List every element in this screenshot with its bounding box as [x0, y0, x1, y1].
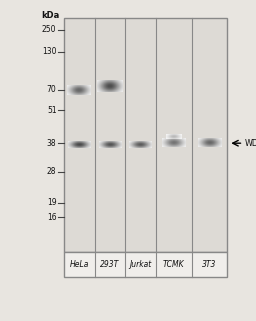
Text: WDR61: WDR61	[245, 139, 256, 148]
Text: 38: 38	[47, 139, 57, 148]
Text: 28: 28	[47, 167, 57, 176]
Text: TCMK: TCMK	[163, 260, 185, 269]
Text: 51: 51	[47, 106, 57, 115]
Text: kDa: kDa	[41, 11, 59, 20]
Text: 70: 70	[47, 85, 57, 94]
Bar	[64, 252, 227, 277]
Text: 250: 250	[42, 25, 57, 34]
Text: Jurkat: Jurkat	[130, 260, 152, 269]
Text: 16: 16	[47, 213, 57, 221]
Text: 3T3: 3T3	[202, 260, 217, 269]
Bar	[64, 18, 227, 252]
Text: HeLa: HeLa	[70, 260, 89, 269]
Text: 130: 130	[42, 48, 57, 56]
Text: 19: 19	[47, 198, 57, 207]
Text: 293T: 293T	[100, 260, 120, 269]
